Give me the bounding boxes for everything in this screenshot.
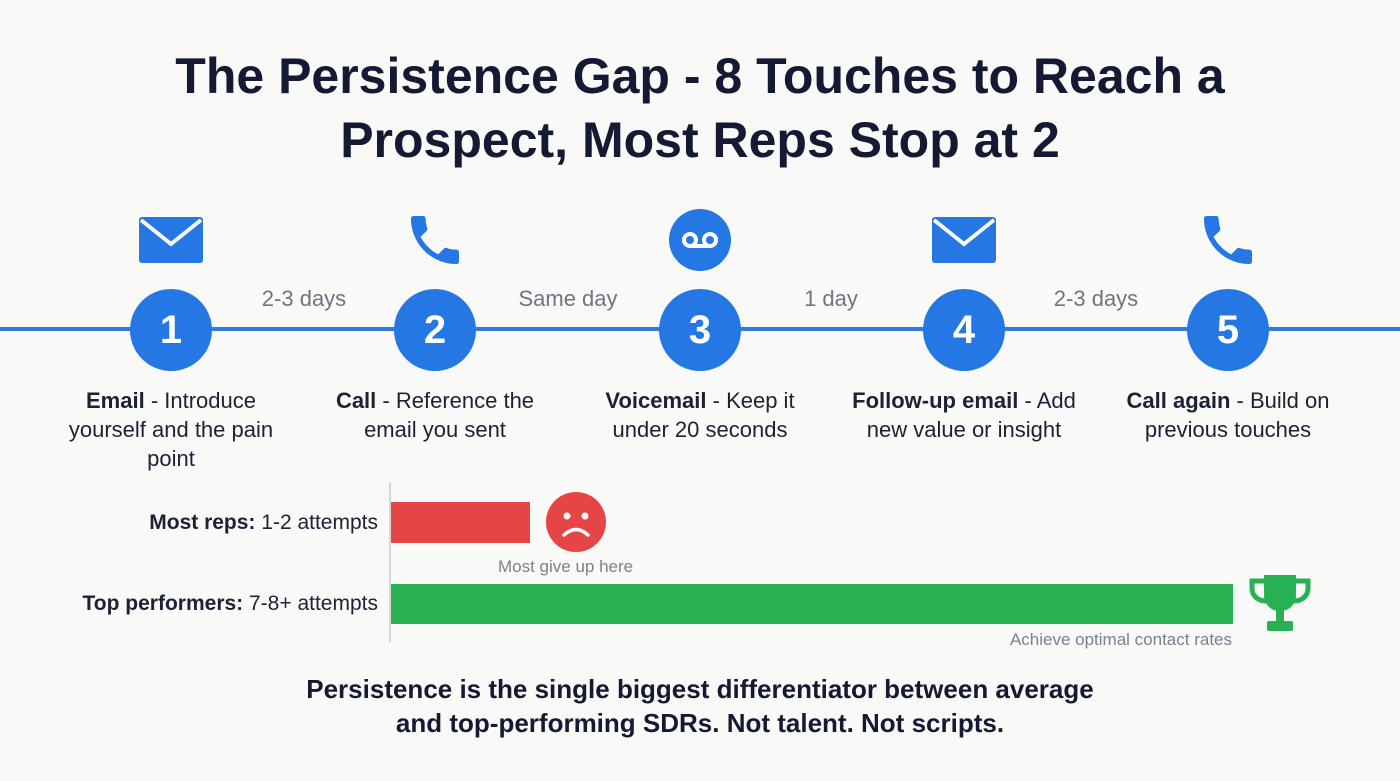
phone-icon — [1192, 208, 1264, 272]
comparison-axis — [389, 482, 391, 642]
step-1-action: Email — [86, 388, 145, 413]
step-1-description: Email - Introduce yourself and the pain … — [51, 386, 291, 473]
footer-statement: Persistence is the single biggest differ… — [0, 672, 1400, 740]
step-4-circle: 4 — [923, 289, 1005, 371]
title-line-2: Prospect, Most Reps Stop at 2 — [340, 112, 1060, 168]
title-line-1: The Persistence Gap - 8 Touches to Reach… — [175, 48, 1225, 104]
step-3-detail: - Keep it under 20 seconds — [612, 388, 795, 442]
most-reps-label: Most reps: 1-2 attempts — [149, 511, 378, 535]
step-5-action: Call again — [1126, 388, 1231, 413]
email-icon — [135, 208, 207, 272]
top-performers-label-title: Top performers: — [82, 592, 244, 615]
step-2-detail: - Reference the email you sent — [364, 388, 535, 442]
gap-label-4-5: 2-3 days — [1016, 286, 1176, 312]
top-performers-bar — [391, 584, 1233, 624]
phone-icon — [399, 208, 471, 272]
most-reps-label-title: Most reps: — [149, 511, 256, 534]
step-1-detail: - Introduce yourself and the pain point — [68, 388, 274, 471]
gap-label-1-2: 2-3 days — [224, 286, 384, 312]
most-reps-label-value: 1-2 attempts — [255, 511, 378, 534]
most-reps-note: Most give up here — [498, 557, 634, 576]
gap-label-2-3: Same day — [488, 286, 648, 312]
top-performers-note: Achieve optimal contact rates — [1009, 630, 1232, 649]
step-3-description: Voicemail - Keep it under 20 seconds — [580, 386, 820, 444]
footer-line-1: Persistence is the single biggest differ… — [306, 674, 1094, 704]
step-3-circle: 3 — [659, 289, 741, 371]
footer-line-2: and top-performing SDRs. Not talent. Not… — [395, 708, 1005, 738]
step-5-circle: 5 — [1187, 289, 1269, 371]
step-1-circle: 1 — [130, 289, 212, 371]
page-title: The Persistence Gap - 8 Touches to Reach… — [0, 44, 1400, 172]
step-3-action: Voicemail — [605, 388, 707, 413]
email-icon — [928, 208, 1000, 272]
trophy-icon — [1246, 572, 1314, 634]
step-2-action: Call — [335, 388, 377, 413]
step-4-description: Follow-up email - Add new value or insig… — [844, 386, 1084, 444]
gap-label-3-4: 1 day — [751, 286, 911, 312]
top-performers-label: Top performers: 7-8+ attempts — [83, 592, 378, 616]
top-performers-label-value: 7-8+ attempts — [243, 592, 378, 615]
step-2-description: Call - Reference the email you sent — [315, 386, 555, 444]
step-5-detail: - Build on previous touches — [1144, 388, 1330, 442]
step-4-detail: - Add new value or insight — [866, 388, 1076, 442]
most-reps-bar — [391, 502, 530, 543]
step-5-description: Call again - Build on previous touches — [1103, 386, 1353, 444]
voicemail-icon — [664, 208, 736, 272]
sad-face-icon — [545, 491, 607, 553]
step-4-action: Follow-up email — [852, 388, 1019, 413]
step-2-circle: 2 — [394, 289, 476, 371]
